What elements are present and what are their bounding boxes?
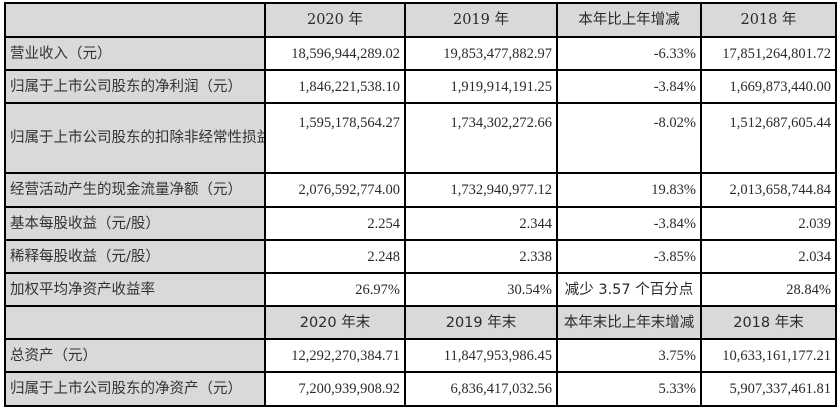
value-2020: 26.97% [264,272,406,307]
financial-summary-table: 2020 年 2019 年 本年比上年增减 2018 年 营业收入（元） 18,… [4,2,837,407]
header-row-years: 2020 年 2019 年 本年比上年增减 2018 年 [4,2,837,38]
value-change: -3.84% [556,69,702,104]
value-change: -6.33% [556,36,702,71]
table-row-net-profit-excl-nonrecurring: 归属于上市公司股东的扣除非经常性损益的净利润（元） 1,595,178,564.… [4,102,837,174]
value-2020: 1,595,178,564.27 [264,102,406,174]
table-row-weighted-roe: 加权平均净资产收益率 26.97% 30.54% 减少 3.57 个百分点 28… [4,272,837,307]
value-change: 19.83% [556,172,702,208]
value-2019: 6,836,417,032.56 [404,371,558,407]
header-2018-end: 2018 年末 [700,305,837,340]
value-2018: 10,633,161,177.21 [700,338,837,373]
header-row-year-end: 2020 年末 2019 年末 本年末比上年末增减 2018 年末 [4,305,837,340]
table-row-diluted-eps: 稀释每股收益（元/股） 2.248 2.338 -3.85% 2.034 [4,239,837,274]
value-2018: 1,512,687,605.44 [700,102,837,174]
value-2020: 1,846,221,538.10 [264,69,406,104]
value-2020: 7,200,939,908.92 [264,371,406,407]
value-2019: 1,734,302,272.66 [404,102,558,174]
row-label: 经营活动产生的现金流量净额（元） [4,172,266,208]
header-change-end: 本年末比上年末增减 [556,305,702,340]
value-2020: 2.248 [264,239,406,274]
row-label: 加权平均净资产收益率 [4,272,266,307]
table-row-net-profit: 归属于上市公司股东的净利润（元） 1,846,221,538.10 1,919,… [4,69,837,104]
row-label: 稀释每股收益（元/股） [4,239,266,274]
row-label: 归属于上市公司股东的净利润（元） [4,69,266,104]
value-2019: 30.54% [404,272,558,307]
value-change: 减少 3.57 个百分点 [556,272,702,307]
table-row-revenue: 营业收入（元） 18,596,944,289.02 19,853,477,882… [4,36,837,71]
header-blank-cell [4,305,266,340]
table-row-total-assets: 总资产（元） 12,292,270,384.71 11,847,953,986.… [4,338,837,373]
header-2019: 2019 年 [404,2,558,38]
value-2020: 12,292,270,384.71 [264,338,406,373]
table-row-operating-cash-flow: 经营活动产生的现金流量净额（元） 2,076,592,774.00 1,732,… [4,172,837,208]
value-change: 3.75% [556,338,702,373]
value-change: -3.84% [556,206,702,241]
value-2018: 1,669,873,440.00 [700,69,837,104]
header-2020-end: 2020 年末 [264,305,406,340]
row-label: 归属于上市公司股东的扣除非经常性损益的净利润（元） [4,102,266,174]
row-label: 总资产（元） [4,338,266,373]
value-2019: 2.344 [404,206,558,241]
value-2020: 2,076,592,774.00 [264,172,406,208]
value-2018: 2,013,658,744.84 [700,172,837,208]
row-label: 营业收入（元） [4,36,266,71]
value-change: -8.02% [556,102,702,174]
value-2019: 1,732,940,977.12 [404,172,558,208]
value-2019: 11,847,953,986.45 [404,338,558,373]
value-2018: 28.84% [700,272,837,307]
header-change: 本年比上年增减 [556,2,702,38]
value-2018: 2.034 [700,239,837,274]
value-change: -3.85% [556,239,702,274]
row-label: 归属于上市公司股东的净资产（元） [4,371,266,407]
value-2018: 17,851,264,801.72 [700,36,837,71]
value-change: 5.33% [556,371,702,407]
table-row-basic-eps: 基本每股收益（元/股） 2.254 2.344 -3.84% 2.039 [4,206,837,241]
value-2018: 5,907,337,461.81 [700,371,837,407]
value-2018: 2.039 [700,206,837,241]
header-blank-cell [4,2,266,38]
value-2020: 18,596,944,289.02 [264,36,406,71]
row-label: 基本每股收益（元/股） [4,206,266,241]
header-2019-end: 2019 年末 [404,305,558,340]
value-2019: 2.338 [404,239,558,274]
header-2020: 2020 年 [264,2,406,38]
header-2018: 2018 年 [700,2,837,38]
value-2020: 2.254 [264,206,406,241]
value-2019: 1,919,914,191.25 [404,69,558,104]
table-row-net-assets: 归属于上市公司股东的净资产（元） 7,200,939,908.92 6,836,… [4,371,837,407]
value-2019: 19,853,477,882.97 [404,36,558,71]
